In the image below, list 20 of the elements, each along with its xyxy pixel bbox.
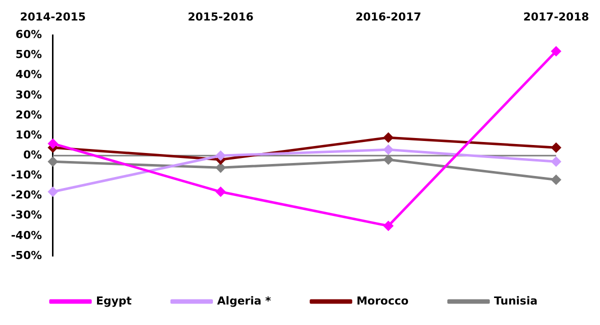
legend-label: Tunisia xyxy=(494,294,538,308)
y-tick-label: -50% xyxy=(10,248,42,262)
y-tick-label: 40% xyxy=(16,68,42,82)
y-tick-label: 30% xyxy=(16,88,42,102)
y-tick-label: 50% xyxy=(16,48,42,62)
legend-label: Morocco xyxy=(356,294,410,308)
legend-label: Algeria * xyxy=(217,294,272,308)
x-tick-label: 2014-2015 xyxy=(20,10,86,24)
legend-label: Egypt xyxy=(96,294,132,308)
y-tick-label: -20% xyxy=(10,188,42,202)
y-tick-label: 0% xyxy=(23,148,42,162)
y-tick-label: -40% xyxy=(10,228,42,242)
x-tick-label: 2015-2016 xyxy=(188,10,254,24)
y-tick-label: 10% xyxy=(16,128,42,142)
y-tick-label: -10% xyxy=(10,168,42,182)
y-tick-label: 60% xyxy=(16,28,42,42)
x-tick-label: 2017-2018 xyxy=(523,10,589,24)
y-tick-label: 20% xyxy=(16,108,42,122)
x-tick-label: 2016-2017 xyxy=(355,10,422,24)
y-tick-label: -30% xyxy=(10,208,42,222)
